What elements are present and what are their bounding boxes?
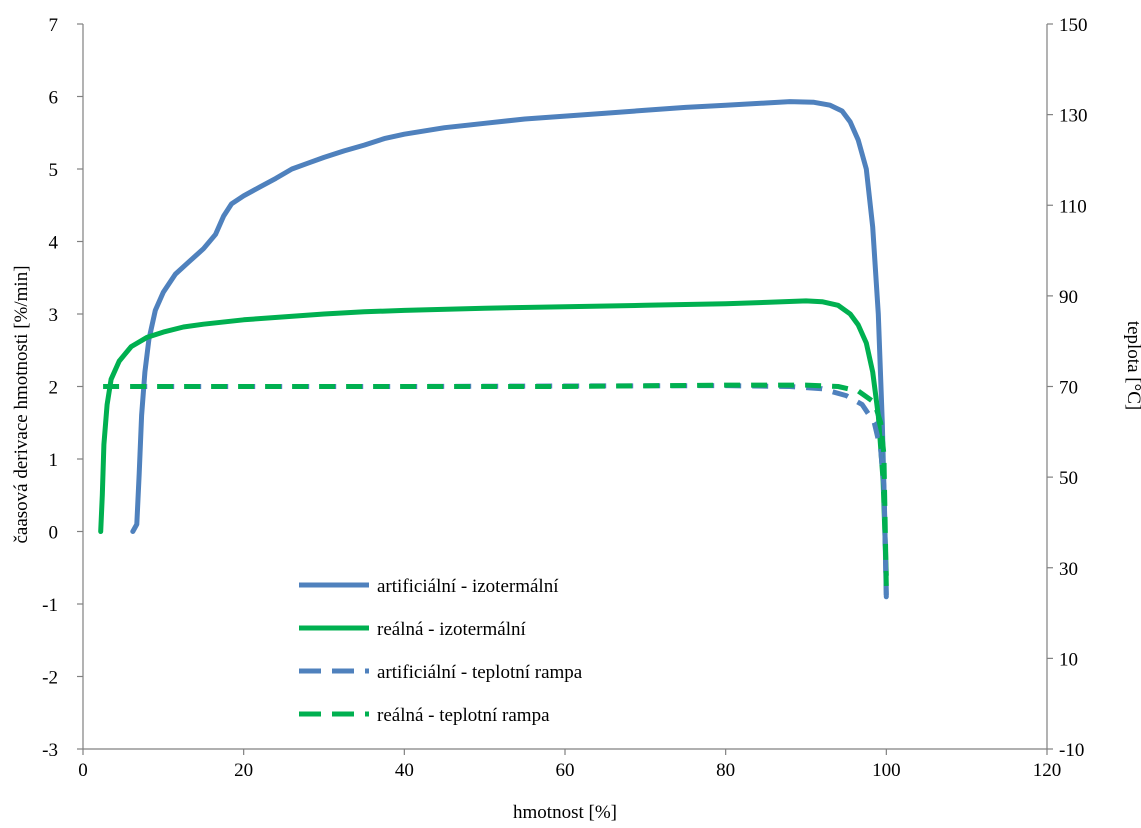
series-line-3 — [131, 383, 889, 595]
y2-tick-label: 50 — [1059, 468, 1078, 489]
y-tick-label: 7 — [49, 15, 59, 36]
y-tick-label: -1 — [42, 595, 58, 616]
y2-tick-label: 130 — [1059, 106, 1088, 127]
x-tick-label: 80 — [716, 760, 735, 781]
x-tick-label: 20 — [234, 760, 253, 781]
y-tick-label: -2 — [42, 668, 58, 689]
x-tick-label: 0 — [78, 760, 88, 781]
y-tick-label: 1 — [49, 450, 59, 471]
legend: artificiální - izotermální reálná - izote… — [299, 576, 583, 726]
y-tick-label: 5 — [49, 160, 59, 181]
y2-tick-label: 110 — [1059, 196, 1087, 217]
series-line-2 — [98, 298, 889, 578]
legend-label-3: artificiální - teplotní rampa — [377, 662, 583, 683]
y2-tick-label: 150 — [1059, 15, 1088, 36]
x-axis-title: hmotnost [%] — [513, 802, 617, 823]
legend-label-2: reálná - izotermální — [377, 619, 526, 640]
y-axis-title: čaasová derivace hmotnosti [%/min] — [11, 265, 32, 543]
y-tick-label: 4 — [49, 233, 59, 254]
y2-tick-label: -10 — [1059, 740, 1084, 761]
y2-tick-label: 70 — [1059, 378, 1078, 399]
series-line-1 — [130, 99, 889, 600]
plot-area — [98, 99, 889, 600]
y-tick-label: 2 — [49, 378, 59, 399]
y-tick-label: 6 — [49, 88, 59, 109]
y2-tick-label: 90 — [1059, 287, 1078, 308]
y-tick-label: 0 — [49, 523, 59, 544]
y2-axis-title: teplota [°C] — [1123, 321, 1141, 410]
y-tick-label: 3 — [49, 305, 59, 326]
x-tick-label: 40 — [395, 760, 414, 781]
legend-label-4: reálná - teplotní rampa — [377, 705, 550, 726]
legend-label-1: artificiální - izotermální — [377, 576, 559, 597]
y-tick-label: -3 — [42, 740, 58, 761]
axes: 0 20 40 60 80 100 120-3-2-101234567-1010305070… — [42, 15, 1087, 781]
y2-tick-label: 30 — [1059, 559, 1078, 580]
x-tick-label: 60 — [556, 760, 575, 781]
x-tick-label: 120 — [1033, 760, 1062, 781]
series-line-4 — [103, 382, 889, 586]
y2-tick-label: 10 — [1059, 649, 1078, 670]
x-tick-label: 100 — [872, 760, 901, 781]
